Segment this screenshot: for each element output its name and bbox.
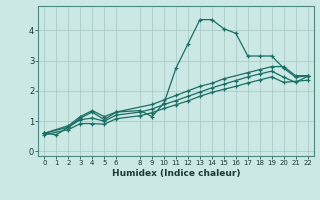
- X-axis label: Humidex (Indice chaleur): Humidex (Indice chaleur): [112, 169, 240, 178]
